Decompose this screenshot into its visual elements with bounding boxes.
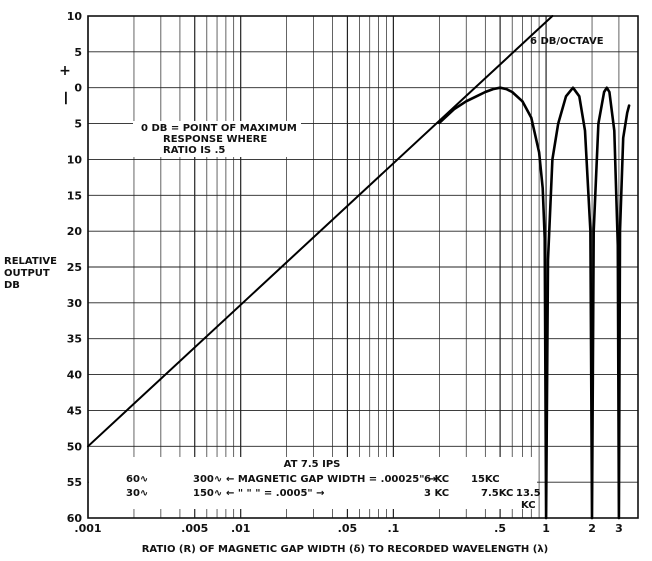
y-tick-label: 5 — [74, 46, 82, 59]
row1-left-frequency: 60∿ — [126, 474, 148, 485]
y-tick-label: 40 — [67, 369, 83, 382]
y-axis-label-line-2: OUTPUT — [4, 268, 50, 279]
y-tick-label: 10 — [67, 10, 83, 23]
y-tick-label: 45 — [67, 404, 82, 417]
grid — [87, 15, 639, 519]
x-tick-label: .001 — [74, 522, 101, 535]
y-axis-label-line-3: DB — [4, 280, 20, 291]
x-tick-label: .005 — [181, 522, 208, 535]
y-tick-label: 25 — [67, 261, 82, 274]
row1-gap-text: ← MAGNETIC GAP WIDTH = .00025" → — [226, 474, 436, 485]
tick-labels: .001.005.01.05.1.5 1 2 31050510152025303540… — [67, 10, 623, 535]
row2-kc2: 7.5KC — [481, 488, 513, 499]
row2-low-frequency: 150∿ — [193, 488, 222, 499]
x-tick-label: .05 — [338, 522, 358, 535]
speed-title: AT 7.5 IPS — [284, 459, 341, 470]
y-tick-label: 0 — [74, 82, 82, 95]
x-tick-label: .1 — [387, 522, 399, 535]
y-tick-label: 35 — [67, 333, 82, 346]
x-tick-label: .01 — [231, 522, 251, 535]
y-tick-label: 5 — [74, 118, 82, 131]
plot-frame — [87, 15, 639, 519]
y-tick-label: 10 — [67, 153, 83, 166]
speed-legend-panel — [89, 457, 537, 509]
y-tick-label: 55 — [67, 476, 82, 489]
x-tick-label: 2 — [588, 522, 596, 535]
note-line-1: 0 DB = POINT OF MAXIMUM — [141, 123, 297, 134]
y-tick-label: 15 — [67, 189, 82, 202]
row1-low-frequency: 300∿ — [193, 474, 222, 485]
plus-sign-label: + — [59, 63, 71, 79]
row2-gap-text: ← " " " = .0005" → — [226, 488, 325, 499]
x-tick-label: 1 — [542, 522, 550, 535]
series-line-6db-octave — [87, 15, 554, 448]
x-axis-label: RATIO (R) OF MAGNETIC GAP WIDTH (δ) TO R… — [142, 544, 549, 555]
minus-sign-label: — — [58, 91, 74, 105]
row1-kc1: 6 KC — [424, 474, 449, 485]
slope-annotation: 6 DB/OCTAVE — [530, 36, 604, 47]
row2-left-frequency: 30∿ — [126, 488, 148, 499]
y-axis-label-line-1: RELATIVE — [4, 256, 57, 267]
row1-kc2: 15KC — [471, 474, 500, 485]
series-layer — [87, 15, 631, 520]
y-tick-label: 30 — [67, 297, 83, 310]
row2-kc1: 3 KC — [424, 488, 449, 499]
y-tick-label: 50 — [67, 440, 83, 453]
series-line-gap-loss-response — [438, 86, 631, 520]
y-tick-label: 60 — [67, 512, 83, 525]
x-tick-label: .5 — [494, 522, 506, 535]
note-line-3: RATIO IS .5 — [163, 145, 225, 156]
note-box — [133, 121, 301, 157]
note-line-2: RESPONSE WHERE — [163, 134, 267, 145]
row2-kc3-unit: KC — [521, 500, 536, 511]
row2-kc3-number: 13.5 — [516, 488, 541, 499]
x-tick-label: 3 — [615, 522, 623, 535]
y-tick-label: 20 — [67, 225, 83, 238]
